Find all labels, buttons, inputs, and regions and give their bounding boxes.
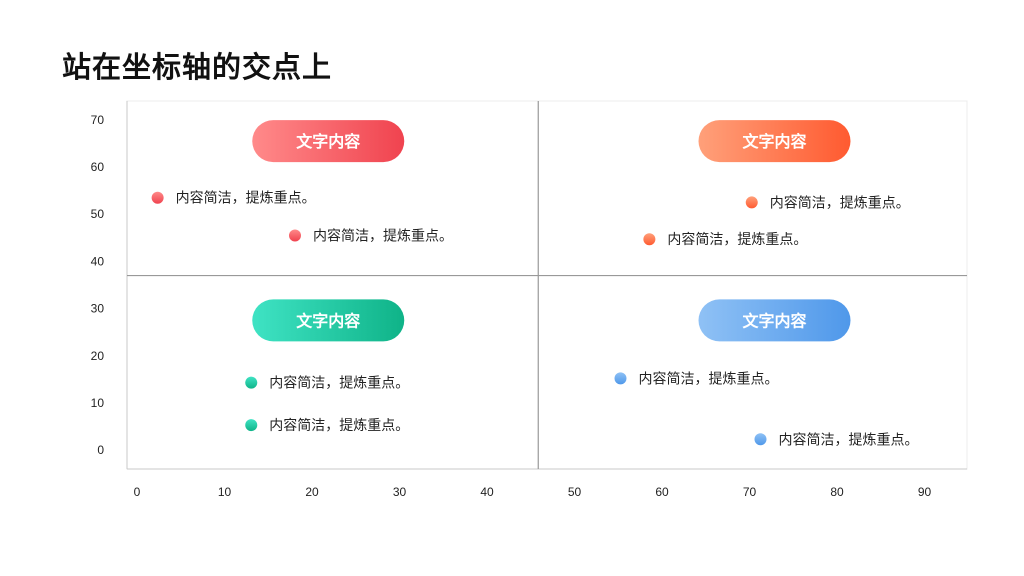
point-marker	[245, 419, 258, 432]
data-point: 内容简洁，提炼重点。	[289, 227, 453, 244]
plot-frame	[126, 100, 968, 470]
point-label: 内容简洁，提炼重点。	[779, 431, 919, 448]
quadrant-pill-bg	[252, 120, 405, 163]
y-tick-label: 40	[91, 254, 105, 268]
quadrant-label-green: 文字内容	[252, 299, 405, 342]
y-tick-label: 10	[91, 396, 105, 410]
point-label: 内容简洁，提炼重点。	[639, 370, 779, 387]
point-label: 内容简洁，提炼重点。	[176, 190, 316, 207]
point-marker	[289, 229, 301, 242]
data-point: 内容简洁，提炼重点。	[745, 194, 910, 211]
x-tick-label: 60	[655, 485, 669, 499]
x-tick-label: 40	[480, 485, 494, 499]
quadrant-pill-bg	[698, 299, 851, 342]
y-tick-label: 30	[91, 302, 105, 316]
data-point: 内容简洁，提炼重点。	[151, 190, 316, 207]
quadrant-label-blue: 文字内容	[698, 299, 851, 342]
x-tick-label: 10	[218, 485, 232, 499]
point-label: 内容简洁，提炼重点。	[770, 194, 910, 211]
point-marker	[643, 233, 656, 246]
point-marker	[245, 376, 258, 389]
x-tick-label: 30	[393, 485, 407, 499]
point-label: 内容简洁，提炼重点。	[269, 417, 409, 434]
data-point: 内容简洁，提炼重点。	[245, 375, 409, 392]
point-marker	[614, 372, 627, 385]
quadrant-pill-text: 文字内容	[742, 132, 806, 151]
y-tick-label: 50	[91, 207, 105, 221]
quadrant-pill-text: 文字内容	[742, 311, 806, 330]
point-marker	[754, 433, 767, 446]
y-axis-ticks: 0 10 20 30 40 50 60 70	[91, 113, 105, 457]
crosshair	[127, 101, 967, 469]
y-tick-label: 20	[91, 349, 105, 363]
quadrant-label-orange: 文字内容	[698, 120, 851, 163]
y-tick-label: 60	[91, 160, 105, 174]
point-marker	[151, 191, 164, 204]
quadrant-label-red: 文字内容	[252, 120, 405, 163]
data-point: 内容简洁，提炼重点。	[643, 231, 807, 248]
quadrant-pill-text: 文字内容	[296, 311, 360, 330]
x-tick-label: 20	[305, 485, 319, 499]
point-marker	[745, 196, 758, 209]
quadrant-pill-bg	[252, 299, 405, 342]
x-tick-label: 70	[743, 485, 757, 499]
point-label: 内容简洁，提炼重点。	[269, 375, 409, 392]
x-tick-label: 90	[918, 485, 932, 499]
data-points: 内容简洁，提炼重点。内容简洁，提炼重点。内容简洁，提炼重点。内容简洁，提炼重点。…	[151, 190, 919, 448]
x-tick-label: 0	[134, 485, 141, 499]
data-point: 内容简洁，提炼重点。	[754, 431, 919, 448]
y-tick-label: 0	[97, 443, 104, 457]
data-point: 内容简洁，提炼重点。	[614, 370, 779, 387]
y-tick-label: 70	[91, 113, 105, 127]
point-label: 内容简洁，提炼重点。	[667, 231, 807, 248]
x-axis-ticks: 0 10 20 30 40 50 60 70 80 90	[134, 485, 932, 499]
quadrant-pill-bg	[698, 120, 851, 163]
x-tick-label: 80	[830, 485, 844, 499]
quadrant-pill-text: 文字内容	[296, 132, 360, 151]
x-tick-label: 50	[568, 485, 582, 499]
page-title: 站在坐标轴的交点上	[62, 50, 333, 84]
data-point: 内容简洁，提炼重点。	[245, 417, 409, 434]
point-label: 内容简洁，提炼重点。	[313, 227, 453, 244]
